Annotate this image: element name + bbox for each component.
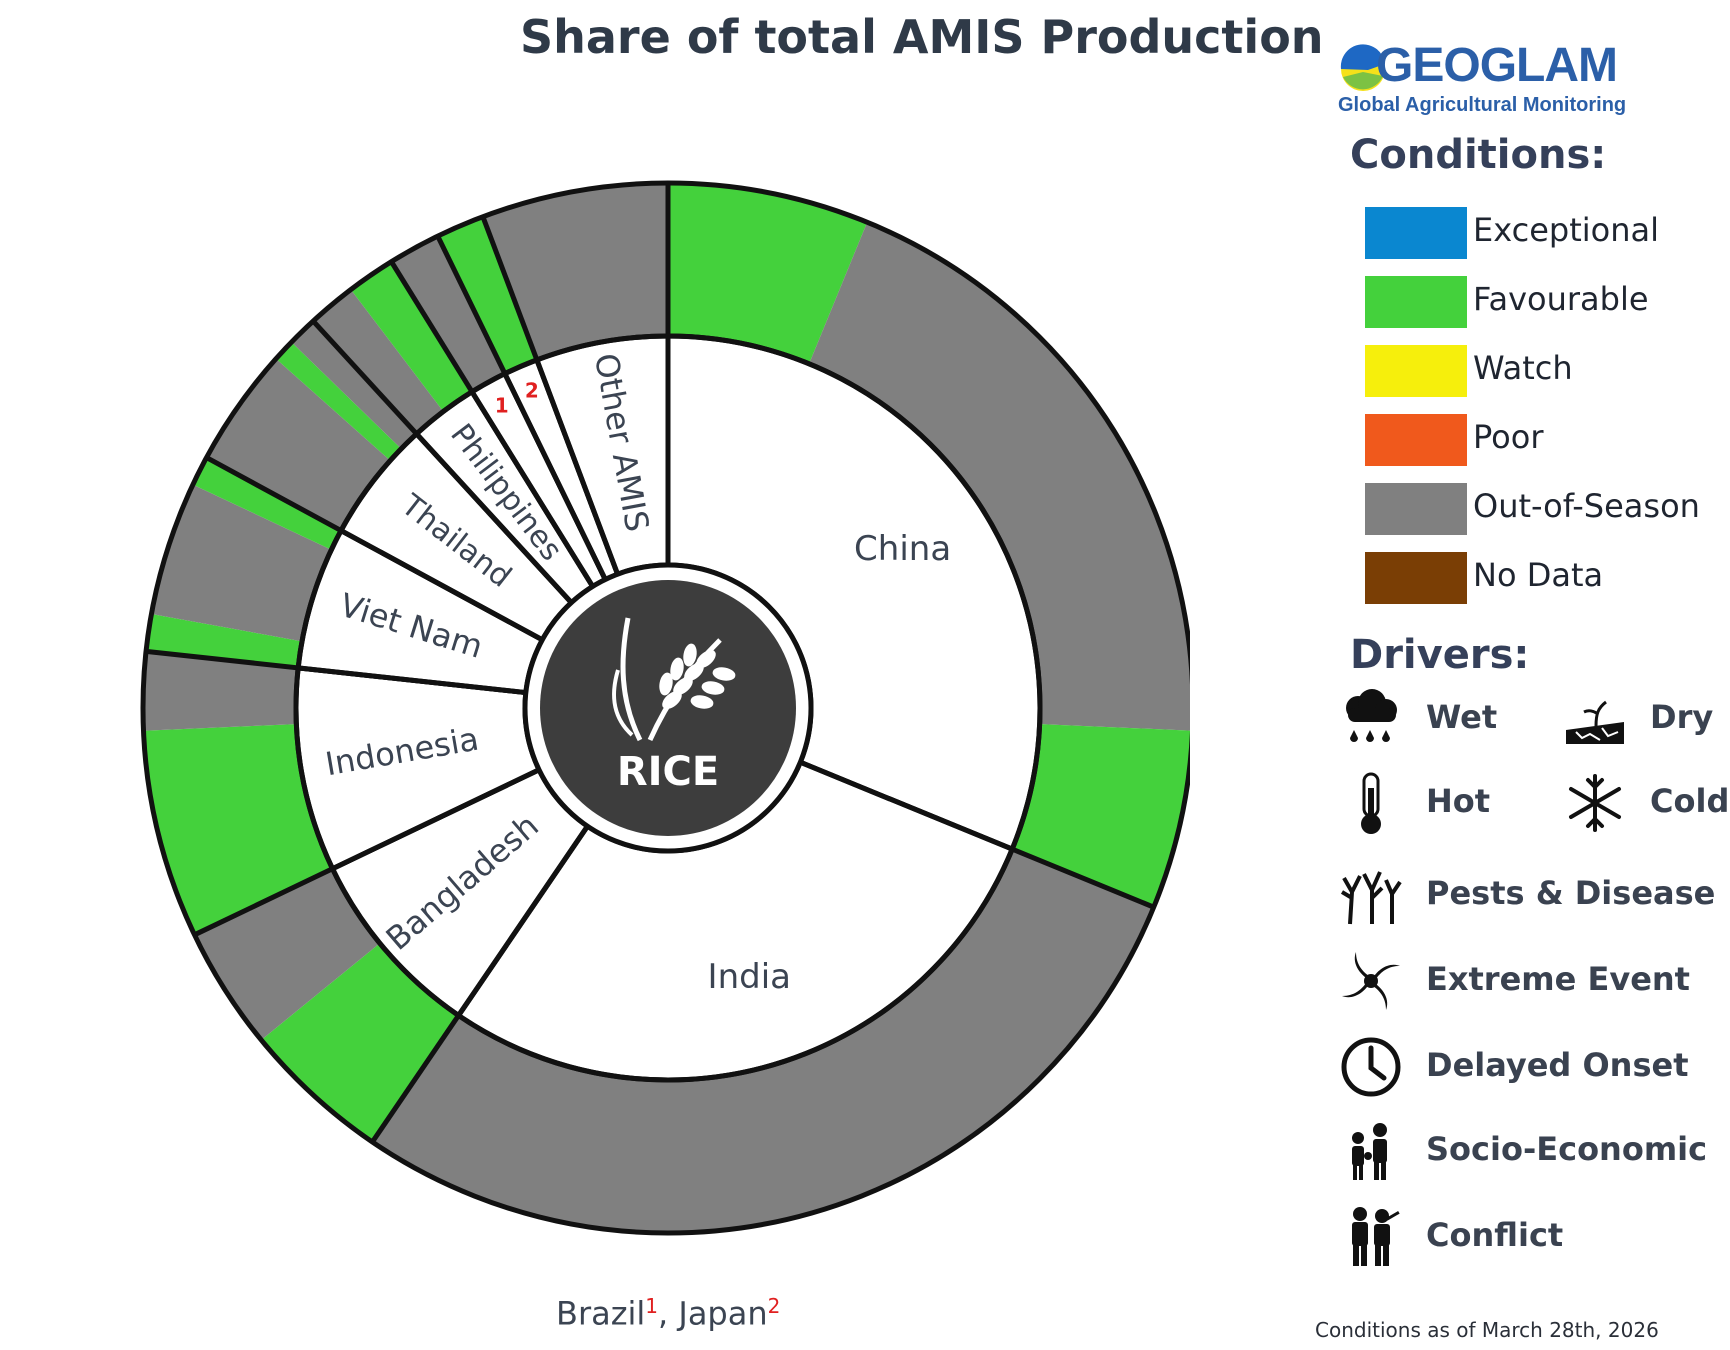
footnote-brazil-sup: 1 [645, 1294, 659, 1318]
region-segment-thailand-3 [291, 321, 417, 449]
dry-icon [1566, 700, 1624, 744]
divider-thailand [205, 455, 544, 642]
legend-label-favourable: Favourable [1473, 280, 1649, 318]
divider-viet-nam [145, 648, 527, 696]
region-segment-china-2 [809, 222, 1190, 731]
country-label-china: China [854, 529, 951, 569]
outer-ring [143, 183, 1190, 1233]
legend-label-exceptional: Exceptional [1473, 211, 1659, 249]
country-label-brazil: 1 [495, 393, 509, 417]
country-label-india: India [708, 957, 791, 997]
driver-socio-economic-label: Socio-Economic [1426, 1130, 1708, 1168]
region-segment-philippines-2 [350, 261, 473, 412]
center-label: RICE [617, 749, 719, 795]
region-segment-thailand-2 [275, 342, 402, 461]
divider-other-amis [480, 215, 620, 576]
driver-wet-label: Wet [1426, 698, 1498, 736]
divider-india [799, 759, 1155, 910]
region-segment-indonesia-2 [143, 651, 299, 731]
region-segment-china-3 [1012, 724, 1190, 908]
ring-dividers [140, 180, 1190, 1236]
divider-bangladesh [370, 824, 590, 1144]
driver-hot-label: Hot [1426, 782, 1491, 820]
region-segment-other-amis-1 [482, 183, 668, 360]
legend-swatch-favourable [1365, 276, 1467, 328]
divider-philippines [311, 319, 574, 605]
region-segment-viet-nam-2 [151, 484, 332, 642]
conditions-title: Conditions: [1350, 132, 1607, 178]
legend-label-watch: Watch [1473, 349, 1573, 387]
driver-cold-label: Cold [1650, 782, 1730, 820]
divider-brazil [389, 260, 595, 588]
legend-label-no-data: No Data [1473, 556, 1604, 594]
driver-extreme-event-label: Extreme Event [1426, 960, 1690, 998]
chart-title-text: Share of total AMIS Production [520, 10, 1324, 64]
divider-japan [435, 235, 608, 581]
divider-indonesia [193, 767, 541, 938]
conflict-icon [1352, 1207, 1400, 1266]
region-segment-brazil-1 [391, 236, 505, 392]
hot-icon [1361, 772, 1381, 834]
delayed-onset-icon [1341, 1037, 1401, 1097]
legend-label-poor: Poor [1473, 418, 1544, 456]
middle-rim [293, 333, 1043, 1083]
legend-swatch-no-data [1365, 552, 1467, 604]
footnote-japan-sup: 2 [767, 1294, 781, 1318]
region-segment-thailand-1 [206, 358, 391, 531]
center-badge: RICE [522, 562, 814, 854]
outer-rim [140, 180, 1190, 1236]
region-segment-japan-1 [437, 216, 537, 374]
footnote-brazil: Brazil [556, 1294, 646, 1333]
driver-delayed-onset-label: Delayed Onset [1426, 1046, 1689, 1084]
logo-subtitle: Global Agricultural Monitoring [1338, 94, 1627, 116]
country-label-japan: 2 [525, 379, 539, 403]
drivers-title: Drivers: [1350, 632, 1530, 678]
region-segment-bangladesh-2 [194, 868, 380, 1040]
wet-icon [1346, 689, 1397, 742]
region-segment-philippines-1 [313, 289, 444, 434]
logo-name: GEOGLAM [1376, 39, 1618, 92]
legend-swatch-out-of-season [1365, 483, 1467, 535]
legend-swatch-watch [1365, 345, 1467, 397]
region-segment-indonesia-1 [143, 724, 333, 935]
legend-swatch-poor [1365, 414, 1467, 466]
extreme-event-icon [1342, 952, 1400, 1010]
socio-economic-icon [1352, 1123, 1387, 1180]
driver-pests-disease-label: Pests & Disease [1426, 874, 1716, 912]
footnote: Brazil1, Japan2 [556, 1294, 780, 1333]
cold-icon [1569, 774, 1621, 832]
footnote-japan: Japan [678, 1294, 768, 1333]
pests-disease-icon [1340, 871, 1402, 925]
rice-plant-icon [612, 617, 736, 742]
driver-conflict-label: Conflict [1426, 1216, 1564, 1254]
legend-swatch-exceptional [1365, 207, 1467, 259]
region-segment-viet-nam-3 [192, 457, 342, 550]
region-segment-india-1 [372, 849, 1154, 1233]
region-segment-china-1 [668, 183, 868, 364]
driver-dry-label: Dry [1650, 698, 1714, 736]
conditions-date: Conditions as of March 28th, 2026 [1315, 1318, 1659, 1342]
geoglam-globe-icon [1340, 44, 1385, 91]
legend-panel: GEOGLAM Global Agricultural Monitoring C… [1320, 36, 1730, 1350]
legend-label-out-of-season: Out-of-Season [1473, 487, 1700, 525]
footnote-sep: , [658, 1294, 679, 1333]
